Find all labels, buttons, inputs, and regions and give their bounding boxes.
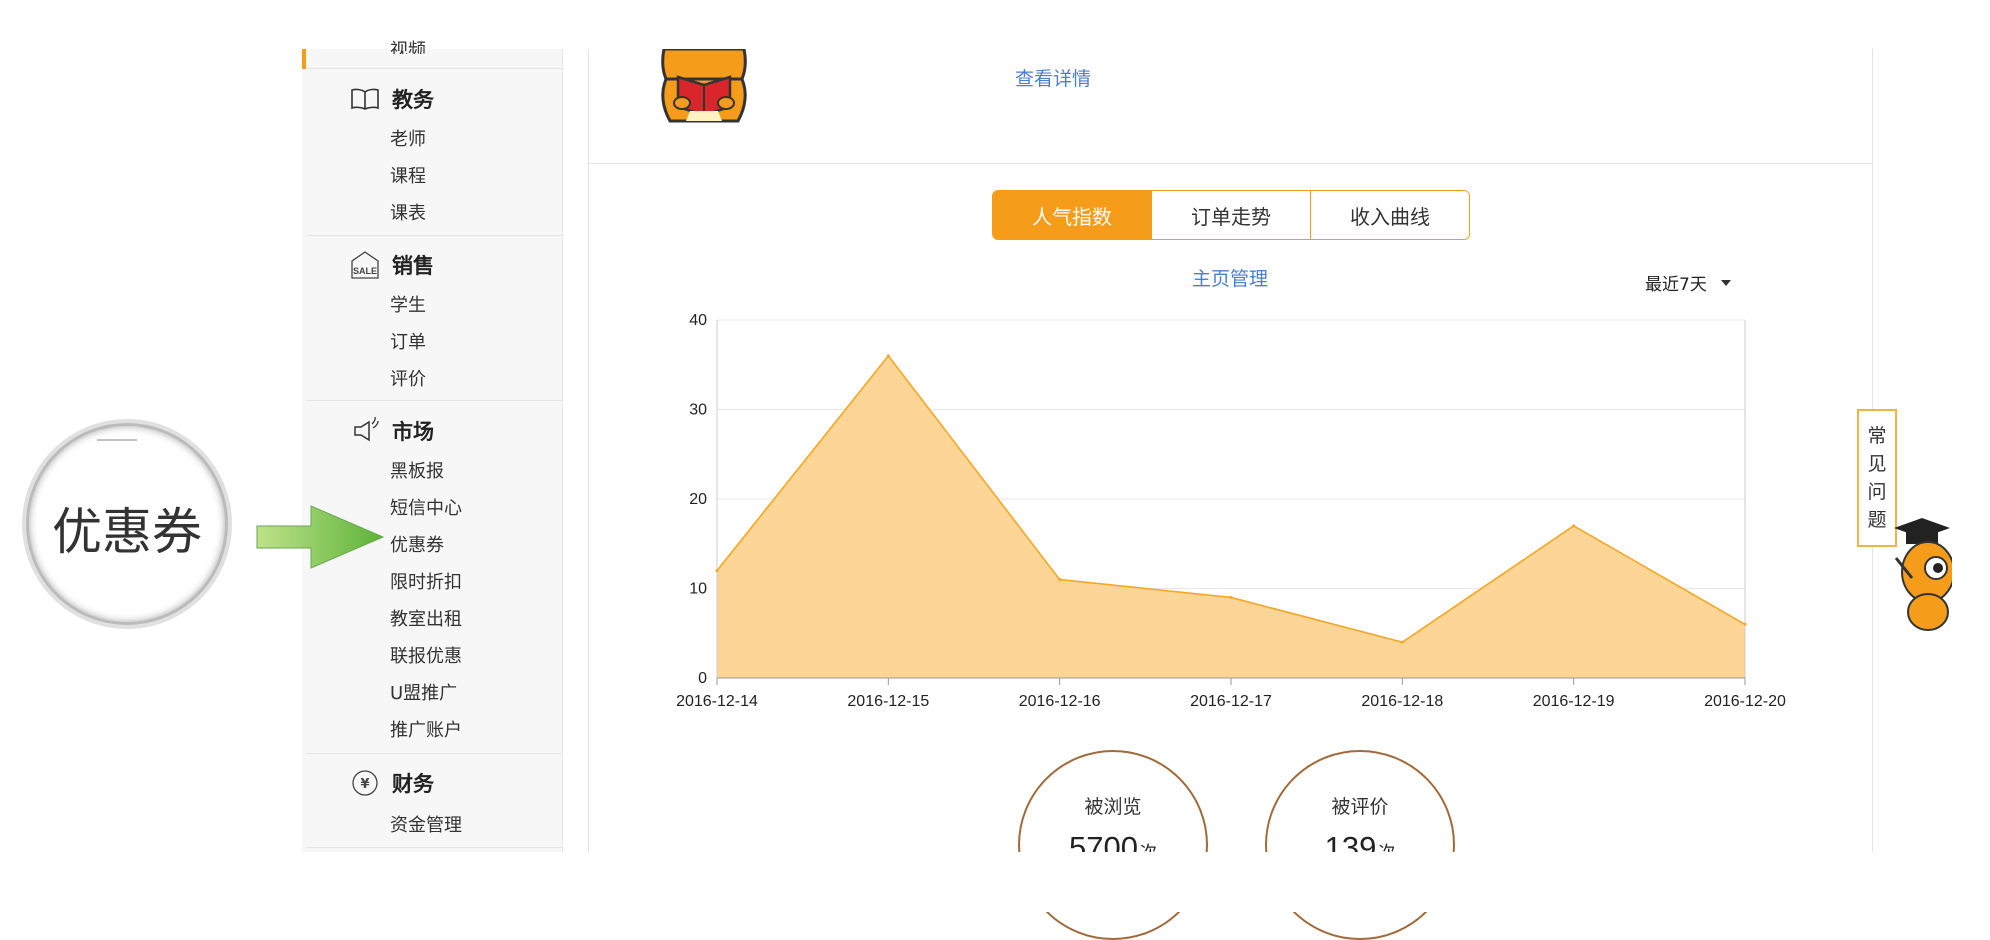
area-fill (717, 355, 1745, 678)
sidebar-group-title: 财务 (392, 772, 434, 796)
sidebar-item-review[interactable]: 评价 (390, 369, 426, 390)
sidebar (302, 49, 563, 852)
stat-label: 被评价 (1331, 796, 1389, 818)
sidebar-item-classroom-rental[interactable]: 教室出租 (390, 609, 462, 630)
sidebar-group-academic: 教务 (350, 84, 434, 114)
sidebar-item-promo-account[interactable]: 推广账户 (390, 720, 462, 741)
book-icon (350, 85, 380, 113)
data-point (1572, 524, 1576, 528)
main-panel-border (588, 49, 589, 852)
faq-button[interactable]: 常 见 问 题 (1857, 409, 1897, 547)
sidebar-item-coupon[interactable]: 优惠券 (390, 535, 444, 556)
x-tick-label: 2016-12-15 (847, 693, 929, 710)
active-indicator (302, 49, 306, 69)
megaphone-icon (350, 417, 380, 445)
sidebar-item-course[interactable]: 课程 (390, 166, 426, 187)
sale-tag-icon: SALE (350, 251, 380, 279)
divider (306, 847, 562, 848)
data-point (886, 354, 890, 358)
date-range-value: 最近7天 (1645, 275, 1707, 295)
zoom-ghost-text: ⎯⎯ (77, 601, 177, 622)
y-tick-label: 0 (698, 670, 707, 687)
svg-text:¥: ¥ (360, 777, 369, 792)
divider (306, 235, 562, 236)
popularity-chart: 0 10 20 30 40 2016-12-14 2016-12-15 2016-12-16 2… (676, 312, 1786, 710)
yen-icon: ¥ (350, 769, 380, 797)
mascot-graduate-icon (1894, 518, 1952, 631)
divider (306, 68, 562, 69)
zoom-label: 优惠券 (52, 503, 202, 561)
data-point (715, 569, 719, 573)
sidebar-item-teacher[interactable]: 老师 (390, 129, 426, 150)
faq-char: 题 (1867, 509, 1887, 531)
sidebar-group-market: 市场 (350, 416, 434, 446)
sidebar-group-title: 教务 (392, 88, 434, 112)
x-tick-label: 2016-12-14 (676, 693, 758, 710)
mascot-reading-icon (661, 49, 747, 123)
sidebar-item-blackboard[interactable]: 黑板报 (390, 461, 444, 482)
caret-down-icon (1720, 279, 1731, 286)
x-tick-label: 2016-12-18 (1361, 693, 1443, 710)
sidebar-item-joint-discount[interactable]: 联报优惠 (390, 646, 462, 667)
sidebar-item-schedule[interactable]: 课表 (390, 203, 426, 224)
stat-label: 被浏览 (1084, 796, 1142, 818)
x-tick-label: 2016-12-16 (1019, 693, 1101, 710)
sidebar-item-fund-management[interactable]: 资金管理 (390, 815, 462, 836)
data-point (1743, 622, 1747, 626)
svg-text:SALE: SALE (353, 266, 377, 276)
pointer-arrow-icon (256, 505, 385, 569)
divider (306, 400, 562, 401)
zoom-ghost-text: ⎯⎯ (97, 432, 177, 454)
y-tick-label: 20 (689, 491, 707, 508)
data-point (1058, 578, 1062, 582)
sidebar-group-title: 销售 (392, 254, 434, 278)
zoom-magnifier: ⎯⎯ 优惠券 ⎯⎯ (26, 423, 228, 625)
chart-tabs: 人气指数 订单走势 收入曲线 (992, 190, 1470, 240)
x-tick-label: 2016-12-20 (1704, 693, 1786, 710)
sidebar-item-student[interactable]: 学生 (390, 295, 426, 316)
sidebar-group-sales: SALE 销售 (350, 250, 434, 280)
y-tick-label: 10 (689, 581, 707, 598)
sidebar-item-u-alliance[interactable]: U盟推广 (390, 683, 458, 704)
x-tick-label: 2016-12-19 (1533, 693, 1615, 710)
y-tick-label: 40 (689, 312, 707, 329)
data-point (1400, 640, 1404, 644)
tab-income-curve[interactable]: 收入曲线 (1310, 191, 1469, 239)
faq-char: 见 (1867, 453, 1887, 475)
sidebar-group-finance: ¥ 财务 (350, 768, 434, 798)
sidebar-item-limited-discount[interactable]: 限时折扣 (390, 572, 462, 593)
view-details-link[interactable]: 查看详情 (1015, 68, 1092, 90)
divider (306, 753, 562, 754)
page-management-link[interactable]: 主页管理 (1192, 268, 1269, 290)
sidebar-group-title: 市场 (392, 420, 434, 444)
sidebar-item-sms-center[interactable]: 短信中心 (390, 498, 462, 519)
sidebar-item-video[interactable]: 视频 (390, 40, 426, 54)
y-tick-label: 30 (689, 402, 707, 419)
data-point (1229, 595, 1233, 599)
tab-order-trend[interactable]: 订单走势 (1151, 191, 1310, 239)
viewport-mask (580, 852, 1880, 912)
faq-char: 问 (1867, 481, 1887, 503)
tab-popularity[interactable]: 人气指数 (993, 191, 1151, 239)
x-tick-label: 2016-12-17 (1190, 693, 1272, 710)
faq-char: 常 (1867, 425, 1887, 447)
date-range-select[interactable]: 最近7天 (1645, 270, 1731, 295)
divider (588, 163, 1873, 164)
sidebar-item-order[interactable]: 订单 (390, 332, 426, 353)
